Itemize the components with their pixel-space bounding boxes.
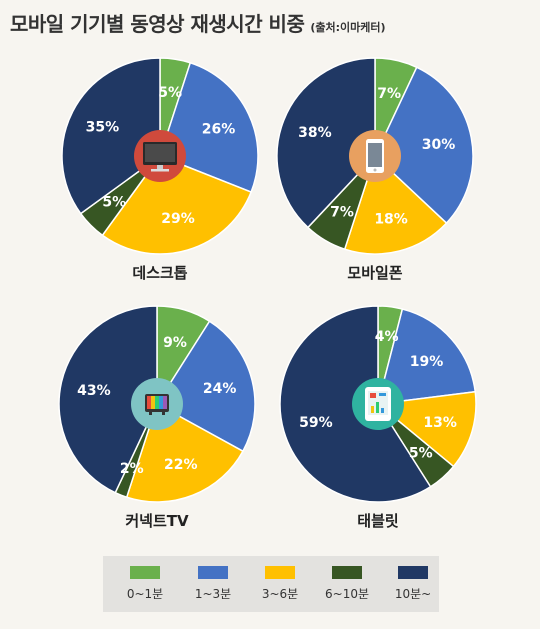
legend-swatch [332,566,362,579]
legend-swatch [265,566,295,579]
slice-label: 30% [422,137,456,153]
slice-label: 7% [330,205,354,221]
pie-slice [155,320,256,453]
slice-label: 5% [158,85,182,101]
slice-label: 26% [202,121,236,137]
tablet-icon [352,378,404,430]
legend-item: 6~10분 [317,566,377,602]
slice-label: 38% [298,125,332,141]
page-title: 모바일 기기별 동영상 재생시간 비중 [10,12,305,36]
pie-slice [58,305,158,494]
slice-label: 59% [299,415,333,431]
slice-label: 35% [86,120,120,136]
slice-label: 19% [410,354,444,370]
legend-swatch [130,566,160,579]
device-label: 태블릿 [357,512,399,530]
legend-item: 3~6분 [250,566,310,602]
slice-label: 5% [102,195,126,211]
pie-slice [376,308,477,405]
source-note: (출처:이마케터) [310,21,386,34]
legend-label: 3~6분 [261,587,299,601]
slice-label: 13% [423,415,457,431]
legend-item: 10분~ [383,566,443,602]
slice-label: 43% [77,383,111,399]
pie-chart-2: 9% 24% 22% 2% 43% [58,305,256,503]
legend-label: 0~1분 [126,587,164,601]
pie-chart-3: 4% 19% 13% 5% 59% [279,305,477,503]
legend-label: 10분~ [394,587,432,601]
legend-swatch [198,566,228,579]
pie-slice [101,155,253,255]
slice-label: 4% [375,329,399,345]
slice-label: 7% [377,86,401,102]
desktop-monitor-icon [134,130,186,182]
pie-slice [61,57,161,215]
legend-item: 0~1분 [115,566,175,602]
slice-label: 5% [409,446,433,462]
device-label: 커넥트TV [125,512,189,530]
pie-charts: 5% 26% 29% 5% 35% 7% 30% 18% 7% 38% 9% 24% 22% 2% 43% 4… [58,57,477,503]
pie-chart-0: 5% 26% 29% 5% 35% [61,57,259,255]
header: 모바일 기기별 동영상 재생시간 비중 (출처:이마케터) [10,8,386,37]
smartphone-icon [349,130,401,182]
slice-label: 2% [120,461,144,477]
device-label: 데스크톱 [132,264,188,282]
tv-icon [131,378,183,430]
slice-label: 24% [203,381,237,397]
pie-slice [276,57,376,229]
legend: 0~1분 1~3분 3~6분 6~10분 10분~ [103,556,439,612]
legend-label: 6~10분 [325,587,369,601]
device-label: 모바일폰 [347,264,403,282]
slice-label: 22% [164,457,198,473]
legend-swatch [398,566,428,579]
slice-label: 9% [163,335,187,351]
slice-label: 18% [374,212,408,228]
legend-label: 1~3분 [194,587,232,601]
pie-chart-1: 7% 30% 18% 7% 38% [276,57,474,255]
pie-slice [374,66,474,225]
legend-item: 1~3분 [183,566,243,602]
slice-label: 29% [161,211,195,227]
